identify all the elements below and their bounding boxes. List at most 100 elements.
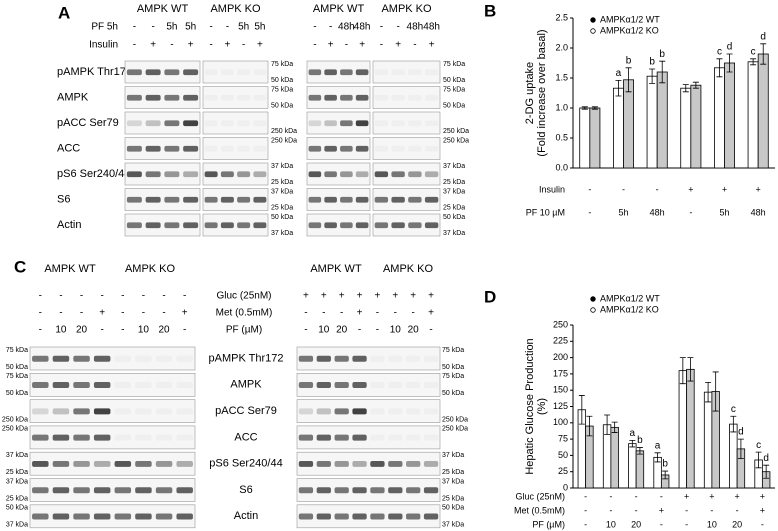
blot-box (29, 478, 196, 502)
blot-band (334, 382, 349, 389)
condition-value: + (257, 40, 263, 51)
blot-band (115, 435, 132, 441)
kda-marker: 250 kDa (2, 426, 28, 433)
blot-band (391, 69, 404, 75)
condition-value: + (709, 491, 714, 501)
blot-band (237, 146, 250, 152)
condition-value: 20 (408, 325, 420, 336)
bar (589, 107, 601, 169)
condition-value: + (339, 291, 345, 302)
error-bar (682, 84, 689, 93)
error-bar (692, 81, 699, 89)
blot-band (183, 145, 199, 152)
blot-box (124, 162, 201, 186)
blot-band (298, 408, 314, 415)
blot-band (73, 382, 90, 389)
condition-value: - (226, 22, 229, 33)
blot-band (183, 69, 199, 76)
legend-marker (590, 296, 596, 302)
blot-box (124, 111, 201, 135)
blot-band (334, 487, 349, 494)
blot-band (406, 435, 420, 441)
blot-band (155, 487, 173, 494)
significance-letter: a (655, 440, 661, 451)
blot-band (370, 460, 385, 467)
blot-band (237, 69, 250, 75)
legend-label: AMPKα1/2 WT (600, 14, 660, 24)
significance-letter: b (649, 57, 655, 68)
error-bar (679, 357, 686, 385)
blot-band (308, 120, 322, 127)
significance-letter: a (630, 428, 636, 439)
y-axis-label: (%) (536, 398, 548, 415)
blot-band (145, 69, 161, 76)
blot-band (340, 196, 353, 203)
blot-band (52, 513, 70, 520)
blot-band (340, 94, 353, 101)
blot-band (425, 69, 438, 75)
error-bar (705, 381, 712, 403)
y-tick-label: 0.5 (555, 132, 568, 142)
blot-band (298, 487, 314, 494)
kda-marker: 50 kDa (271, 77, 293, 84)
blot-band (352, 513, 367, 520)
blot-band (176, 408, 193, 414)
blot-band (424, 196, 439, 203)
condition-value: - (80, 308, 83, 319)
blot-band (298, 513, 314, 520)
error-bar (760, 43, 767, 65)
blot-band (408, 69, 421, 75)
condition-value: 48h (354, 22, 371, 33)
blot-band (93, 513, 111, 520)
blot-box (29, 451, 196, 476)
blot-band (221, 95, 234, 101)
condition-value: 5h (185, 22, 196, 33)
condition-label: PF 5h (91, 22, 118, 33)
blot-band (340, 222, 353, 229)
significance-letter: a (616, 68, 622, 79)
blot-band (316, 408, 331, 415)
blot-band (425, 95, 438, 101)
condition-value: 20 (76, 325, 88, 336)
condition-value: + (188, 40, 194, 51)
blot-band (176, 435, 193, 441)
blot-band (408, 95, 421, 101)
significance-letter: b (662, 459, 668, 470)
blot-band (340, 145, 353, 152)
blot-band (176, 460, 193, 467)
kda-marker: 75 kDa (271, 86, 293, 93)
blot-band (176, 382, 193, 388)
condition-value: - (710, 505, 713, 515)
condition-value: + (659, 505, 664, 515)
blot-band (406, 382, 420, 388)
condition-value: - (340, 308, 343, 319)
condition-value: - (412, 308, 415, 319)
condition-value: - (584, 491, 587, 501)
kda-marker: 25 kDa (443, 204, 465, 211)
kda-marker: 75 kDa (6, 347, 28, 354)
condition-value: - (660, 491, 663, 501)
kda-marker: 37 kDa (6, 478, 28, 485)
blot-band (388, 513, 403, 520)
blot-band (352, 382, 367, 389)
blot-band (324, 120, 337, 127)
y-axis-label: 2-DG uptake (524, 62, 536, 124)
blot-band (183, 196, 199, 203)
blot-band (391, 222, 405, 229)
blot-band (32, 513, 49, 520)
kda-marker: 37 kDa (443, 163, 465, 170)
condition-value: - (313, 40, 316, 51)
blot-band (253, 69, 266, 75)
panel-label: C (14, 257, 26, 276)
blot-header: AMPK WT (310, 263, 362, 275)
kda-marker: 37 kDa (442, 452, 464, 459)
condition-value: + (150, 40, 156, 51)
y-tick-label: 0 (563, 482, 568, 492)
condition-value: - (80, 291, 83, 302)
blot-band (155, 460, 173, 467)
blot-band (205, 69, 218, 75)
condition-value: - (170, 40, 173, 51)
blot-band (220, 171, 234, 178)
condition-label: Gluc (25nM) (216, 291, 271, 302)
blot-band (424, 222, 439, 229)
